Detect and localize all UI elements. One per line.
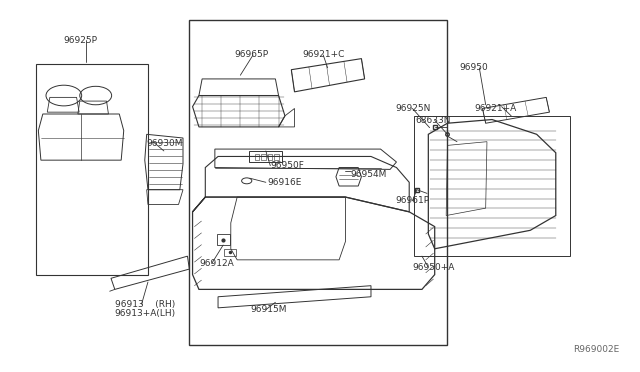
Bar	[261, 154, 266, 160]
Bar	[248, 151, 282, 162]
Text: 96930M: 96930M	[147, 139, 183, 148]
Text: 96950+A: 96950+A	[412, 263, 455, 272]
Bar	[274, 154, 278, 160]
Bar	[36, 64, 148, 275]
Text: 96961P: 96961P	[395, 196, 429, 205]
Bar	[189, 20, 447, 345]
Text: 68633N: 68633N	[415, 116, 451, 125]
Bar	[255, 154, 259, 160]
Bar	[414, 116, 570, 256]
Text: 96921+A: 96921+A	[474, 104, 516, 113]
Text: 96954M: 96954M	[351, 170, 387, 179]
Text: 96925P: 96925P	[64, 36, 98, 45]
Text: 96913+A(LH): 96913+A(LH)	[115, 309, 176, 318]
Text: 96925N: 96925N	[395, 104, 431, 113]
Text: 96913    (RH): 96913 (RH)	[115, 300, 175, 309]
Text: 96965P: 96965P	[234, 51, 268, 60]
Bar	[268, 154, 272, 160]
Text: 96915M: 96915M	[250, 305, 287, 314]
Text: 96950: 96950	[459, 63, 488, 72]
Text: 96916E: 96916E	[268, 178, 302, 187]
Text: R969002E: R969002E	[573, 345, 620, 354]
Text: 96912A: 96912A	[199, 259, 234, 268]
Text: 96950F: 96950F	[270, 161, 304, 170]
Text: 96921+C: 96921+C	[302, 51, 344, 60]
